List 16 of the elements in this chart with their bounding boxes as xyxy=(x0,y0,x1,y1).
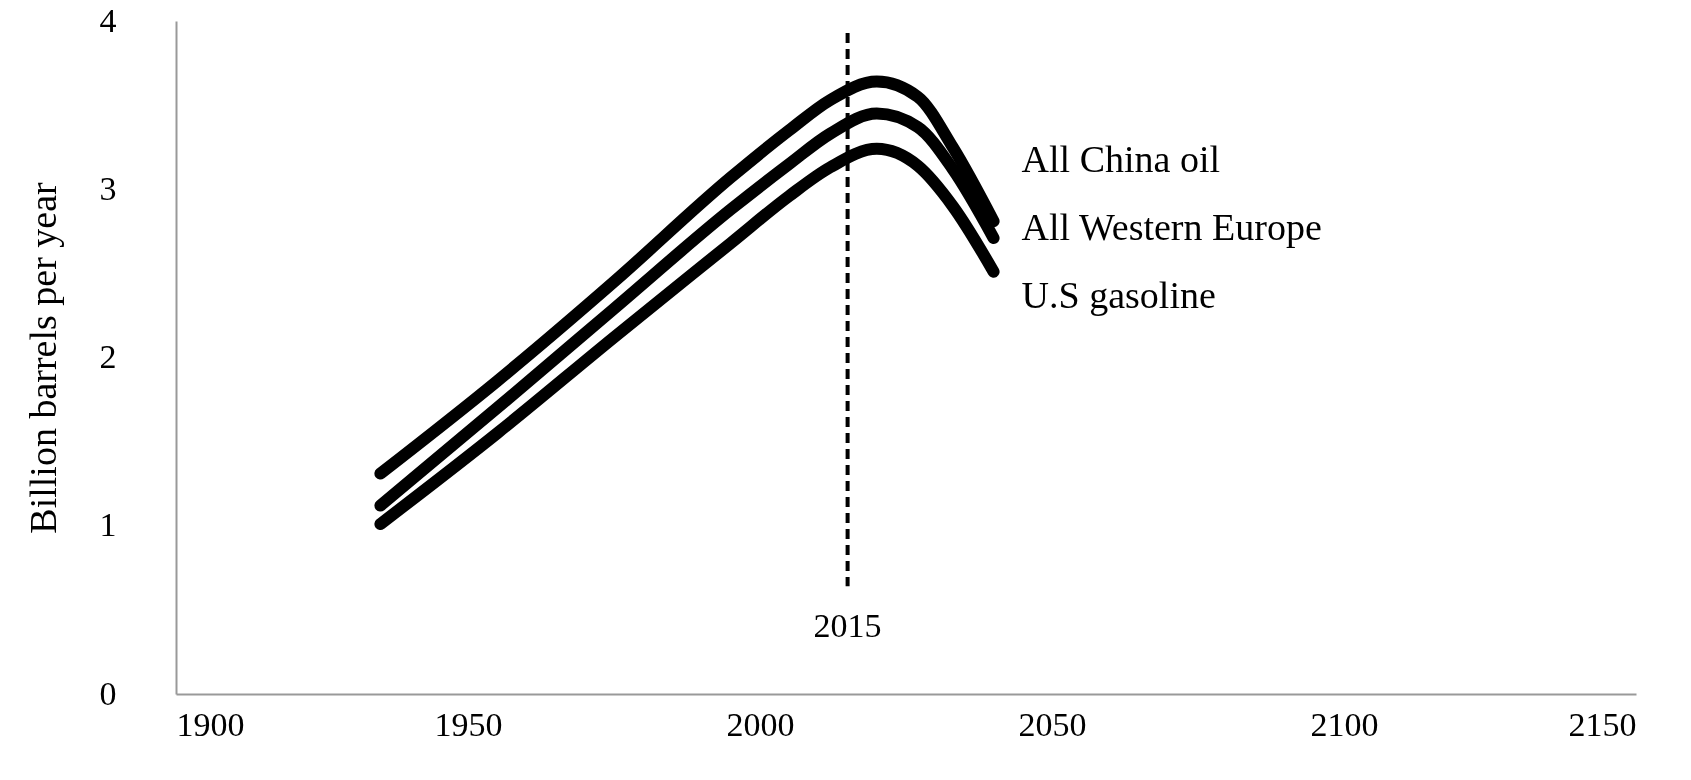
x-tick-label: 2100 xyxy=(1310,705,1379,743)
x-tick-label: 1950 xyxy=(434,705,503,743)
y-axis-title: Billion barrels per year xyxy=(21,181,64,534)
x-tick-label: 1900 xyxy=(176,705,245,743)
series-label: All China oil xyxy=(1021,138,1221,181)
y-tick-label: 0 xyxy=(99,674,117,712)
y-tick-label: 1 xyxy=(99,506,117,544)
series-label: U.S gasoline xyxy=(1021,274,1216,317)
y-tick-label: 2 xyxy=(99,338,117,375)
y-tick-label: 3 xyxy=(99,169,117,207)
x-tick-label: 2000 xyxy=(726,705,795,743)
series-label: All Western Europe xyxy=(1021,206,1322,249)
x-tick-label: 2150 xyxy=(1568,705,1637,743)
x-tick-label: 2050 xyxy=(1018,705,1087,743)
ref-line-label: 2015 xyxy=(813,606,882,644)
y-tick-label: 4 xyxy=(99,1,117,39)
